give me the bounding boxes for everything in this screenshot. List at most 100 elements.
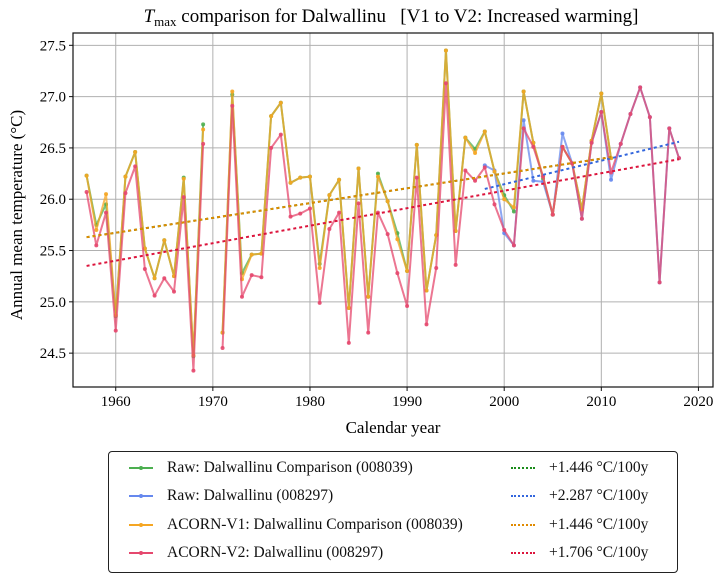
data-point [298, 211, 303, 216]
series-1 [482, 85, 682, 285]
data-point [375, 174, 380, 179]
series-3 [84, 81, 682, 373]
data-point [375, 171, 380, 176]
data-point [560, 144, 565, 149]
data-point [414, 175, 419, 180]
data-point [599, 110, 604, 115]
data-point [482, 129, 487, 134]
y-axis-label: Annual mean temperature (°C) [7, 110, 26, 320]
data-point [201, 141, 206, 146]
data-point [541, 174, 546, 179]
data-point [356, 201, 361, 206]
data-point [133, 150, 138, 155]
legend-line-icon [129, 520, 153, 530]
legend-label: +1.706 °C/100y [549, 544, 649, 561]
data-point [230, 89, 235, 94]
legend-entry-acorn-v1: ACORN-V1: Dalwallinu Comparison (008039) [129, 514, 463, 536]
data-point [463, 168, 468, 173]
data-point [424, 288, 429, 293]
legend-line-icon [129, 491, 153, 501]
legend-line-icon [129, 463, 153, 473]
data-point [142, 267, 147, 271]
data-point [395, 271, 400, 276]
data-point [502, 228, 507, 233]
data-point [482, 165, 487, 170]
data-point [453, 262, 458, 267]
data-point [550, 212, 555, 217]
data-point [405, 303, 410, 308]
x-tick-label: 1980 [295, 394, 325, 410]
title-main: T [144, 6, 156, 27]
data-point [609, 170, 614, 175]
series-2 [84, 48, 614, 358]
data-point [84, 190, 89, 195]
data-point [307, 206, 312, 211]
data-point [84, 173, 89, 178]
data-point [123, 191, 128, 196]
grid [73, 33, 713, 387]
legend-label: ACORN-V1: Dalwallinu Comparison (008039) [167, 516, 463, 533]
data-point [94, 243, 99, 248]
y-tick-label: 25.5 [40, 244, 66, 260]
data-point [385, 232, 390, 237]
trend-line-2 [86, 156, 612, 239]
legend-entry-trend-acorn-v1: +1.446 °C/100y [511, 514, 648, 536]
data-point [249, 273, 254, 278]
data-point [443, 48, 448, 53]
data-point [502, 197, 507, 202]
series-0 [84, 48, 614, 359]
legend-entry-acorn-v2: ACORN-V2: Dalwallinu (008297) [129, 542, 383, 564]
legend-label: +2.287 °C/100y [549, 487, 649, 504]
legend-label: Raw: Dalwallinu Comparison (008039) [167, 459, 413, 476]
data-point [239, 294, 244, 299]
data-point [220, 346, 225, 351]
data-point [327, 193, 332, 198]
data-point [230, 103, 235, 108]
data-point [395, 237, 400, 242]
data-point [531, 144, 536, 149]
legend-dotted-line-icon [511, 491, 535, 501]
legend-dotted-line-icon [511, 520, 535, 530]
ticks: 1960 1970 1980 1990 2000 2010 2020 24.5 25.0 25.5… [40, 38, 714, 410]
y-tick-label: 27.0 [40, 90, 66, 106]
data-point [531, 178, 536, 183]
data-point [278, 100, 283, 105]
data-point [201, 127, 206, 132]
data-point [346, 305, 351, 310]
x-tick-label: 2010 [586, 394, 616, 410]
data-point [346, 340, 351, 345]
data-point [385, 199, 390, 204]
data-point [434, 265, 439, 270]
data-point [307, 174, 312, 179]
legend-label: +1.446 °C/100y [549, 516, 649, 533]
data-point [288, 214, 293, 219]
data-point [104, 192, 109, 197]
chart: 1960 1970 1980 1990 2000 2010 2020 24.5 25.0 25.5… [7, 6, 714, 437]
data-point [113, 328, 118, 333]
data-point [152, 276, 157, 281]
data-point [521, 126, 526, 131]
data-point [327, 226, 332, 231]
data-point [152, 293, 157, 298]
trend-layer [86, 140, 680, 267]
legend: Raw: Dalwallinu Comparison (008039) Raw:… [108, 451, 678, 573]
data-point [424, 322, 429, 327]
data-point [647, 115, 652, 120]
series-layer [84, 48, 682, 373]
y-tick-label: 27.5 [40, 38, 66, 54]
legend-entry-trend-acorn-v2: +1.706 °C/100y [511, 542, 648, 564]
x-axis-label: Calendar year [346, 418, 441, 437]
data-point [492, 169, 497, 174]
data-point [492, 202, 497, 207]
data-point [133, 164, 138, 169]
legend-dotted-line-icon [511, 548, 535, 558]
legend-label: Raw: Dalwallinu (008297) [167, 487, 334, 504]
title-sub: max [154, 14, 177, 29]
legend-label: +1.446 °C/100y [549, 459, 649, 476]
data-point [463, 135, 468, 140]
data-point [317, 265, 322, 270]
data-point [589, 140, 594, 145]
legend-entry-trend-raw-comparison: +1.446 °C/100y [511, 457, 648, 479]
data-point [201, 122, 206, 127]
data-point [579, 216, 584, 221]
